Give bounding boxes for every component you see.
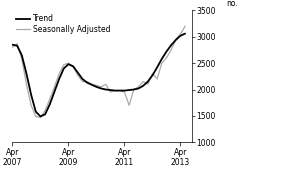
Legend: Trend, Seasonally Adjusted: Trend, Seasonally Adjusted [16, 14, 111, 34]
Y-axis label: no.: no. [226, 0, 237, 8]
